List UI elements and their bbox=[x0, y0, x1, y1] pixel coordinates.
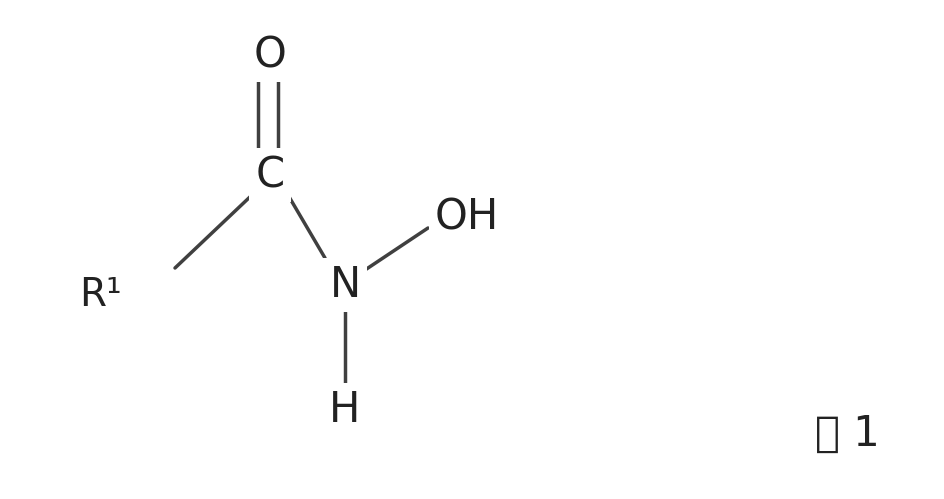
Text: 式 1: 式 1 bbox=[816, 413, 880, 455]
Text: R¹: R¹ bbox=[78, 276, 122, 314]
Text: OH: OH bbox=[435, 197, 499, 239]
Text: O: O bbox=[254, 34, 286, 76]
Text: H: H bbox=[329, 389, 361, 431]
Text: C: C bbox=[256, 154, 284, 196]
Text: N: N bbox=[329, 264, 361, 306]
